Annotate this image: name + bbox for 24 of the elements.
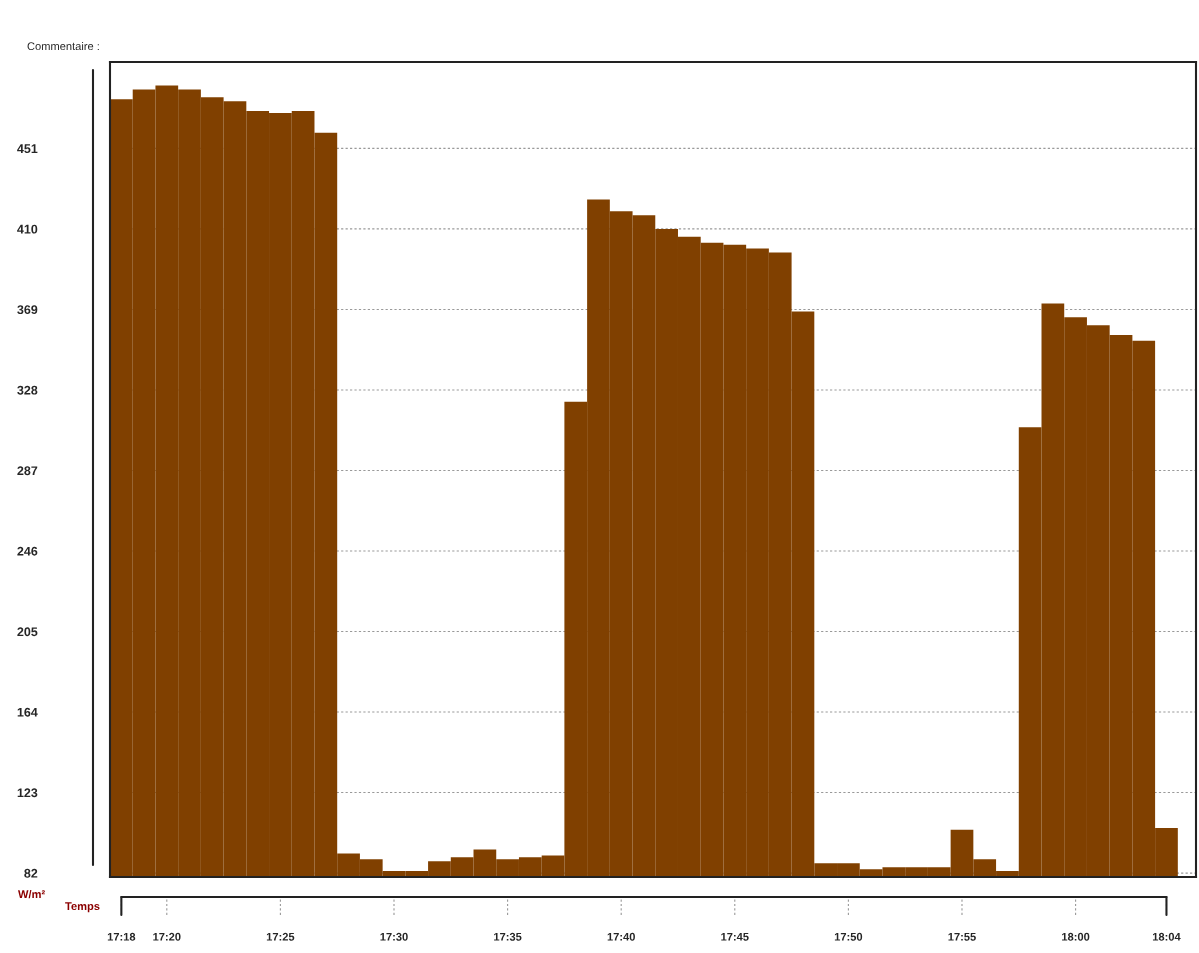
x-tick-label: 18:04 <box>1152 932 1181 941</box>
x-tick-label: 17:25 <box>266 932 295 941</box>
y-tick-label: 164 <box>17 707 38 717</box>
x-tick-label: 17:45 <box>721 932 749 941</box>
x-tick-label: 17:55 <box>948 932 976 941</box>
y-tick-label: 287 <box>17 466 38 476</box>
y-axis-title: W/m² <box>18 889 45 899</box>
x-tick-label: 17:40 <box>607 932 635 941</box>
x-tick-label: 17:30 <box>380 932 408 941</box>
y-tick-label: 328 <box>17 385 38 395</box>
y-tick-label: 123 <box>17 788 38 798</box>
x-tick-label: 17:50 <box>834 932 863 941</box>
x-tick-label: 17:20 <box>153 932 181 941</box>
y-tick-label: 451 <box>17 144 38 154</box>
x-tick-label: 17:35 <box>494 932 522 941</box>
x-axis-title: Temps <box>65 902 100 913</box>
text: Commentaire : <box>27 41 99 51</box>
y-tick-label: 410 <box>17 224 38 234</box>
x-tick-label: 18:00 <box>1062 932 1090 941</box>
x-tick-label: 17:18 <box>107 932 136 941</box>
y-tick-label: 369 <box>17 305 38 315</box>
y-tick-label: 246 <box>17 546 38 556</box>
y-tick-label: 82 <box>24 868 38 878</box>
y-tick-label: 205 <box>17 627 38 637</box>
